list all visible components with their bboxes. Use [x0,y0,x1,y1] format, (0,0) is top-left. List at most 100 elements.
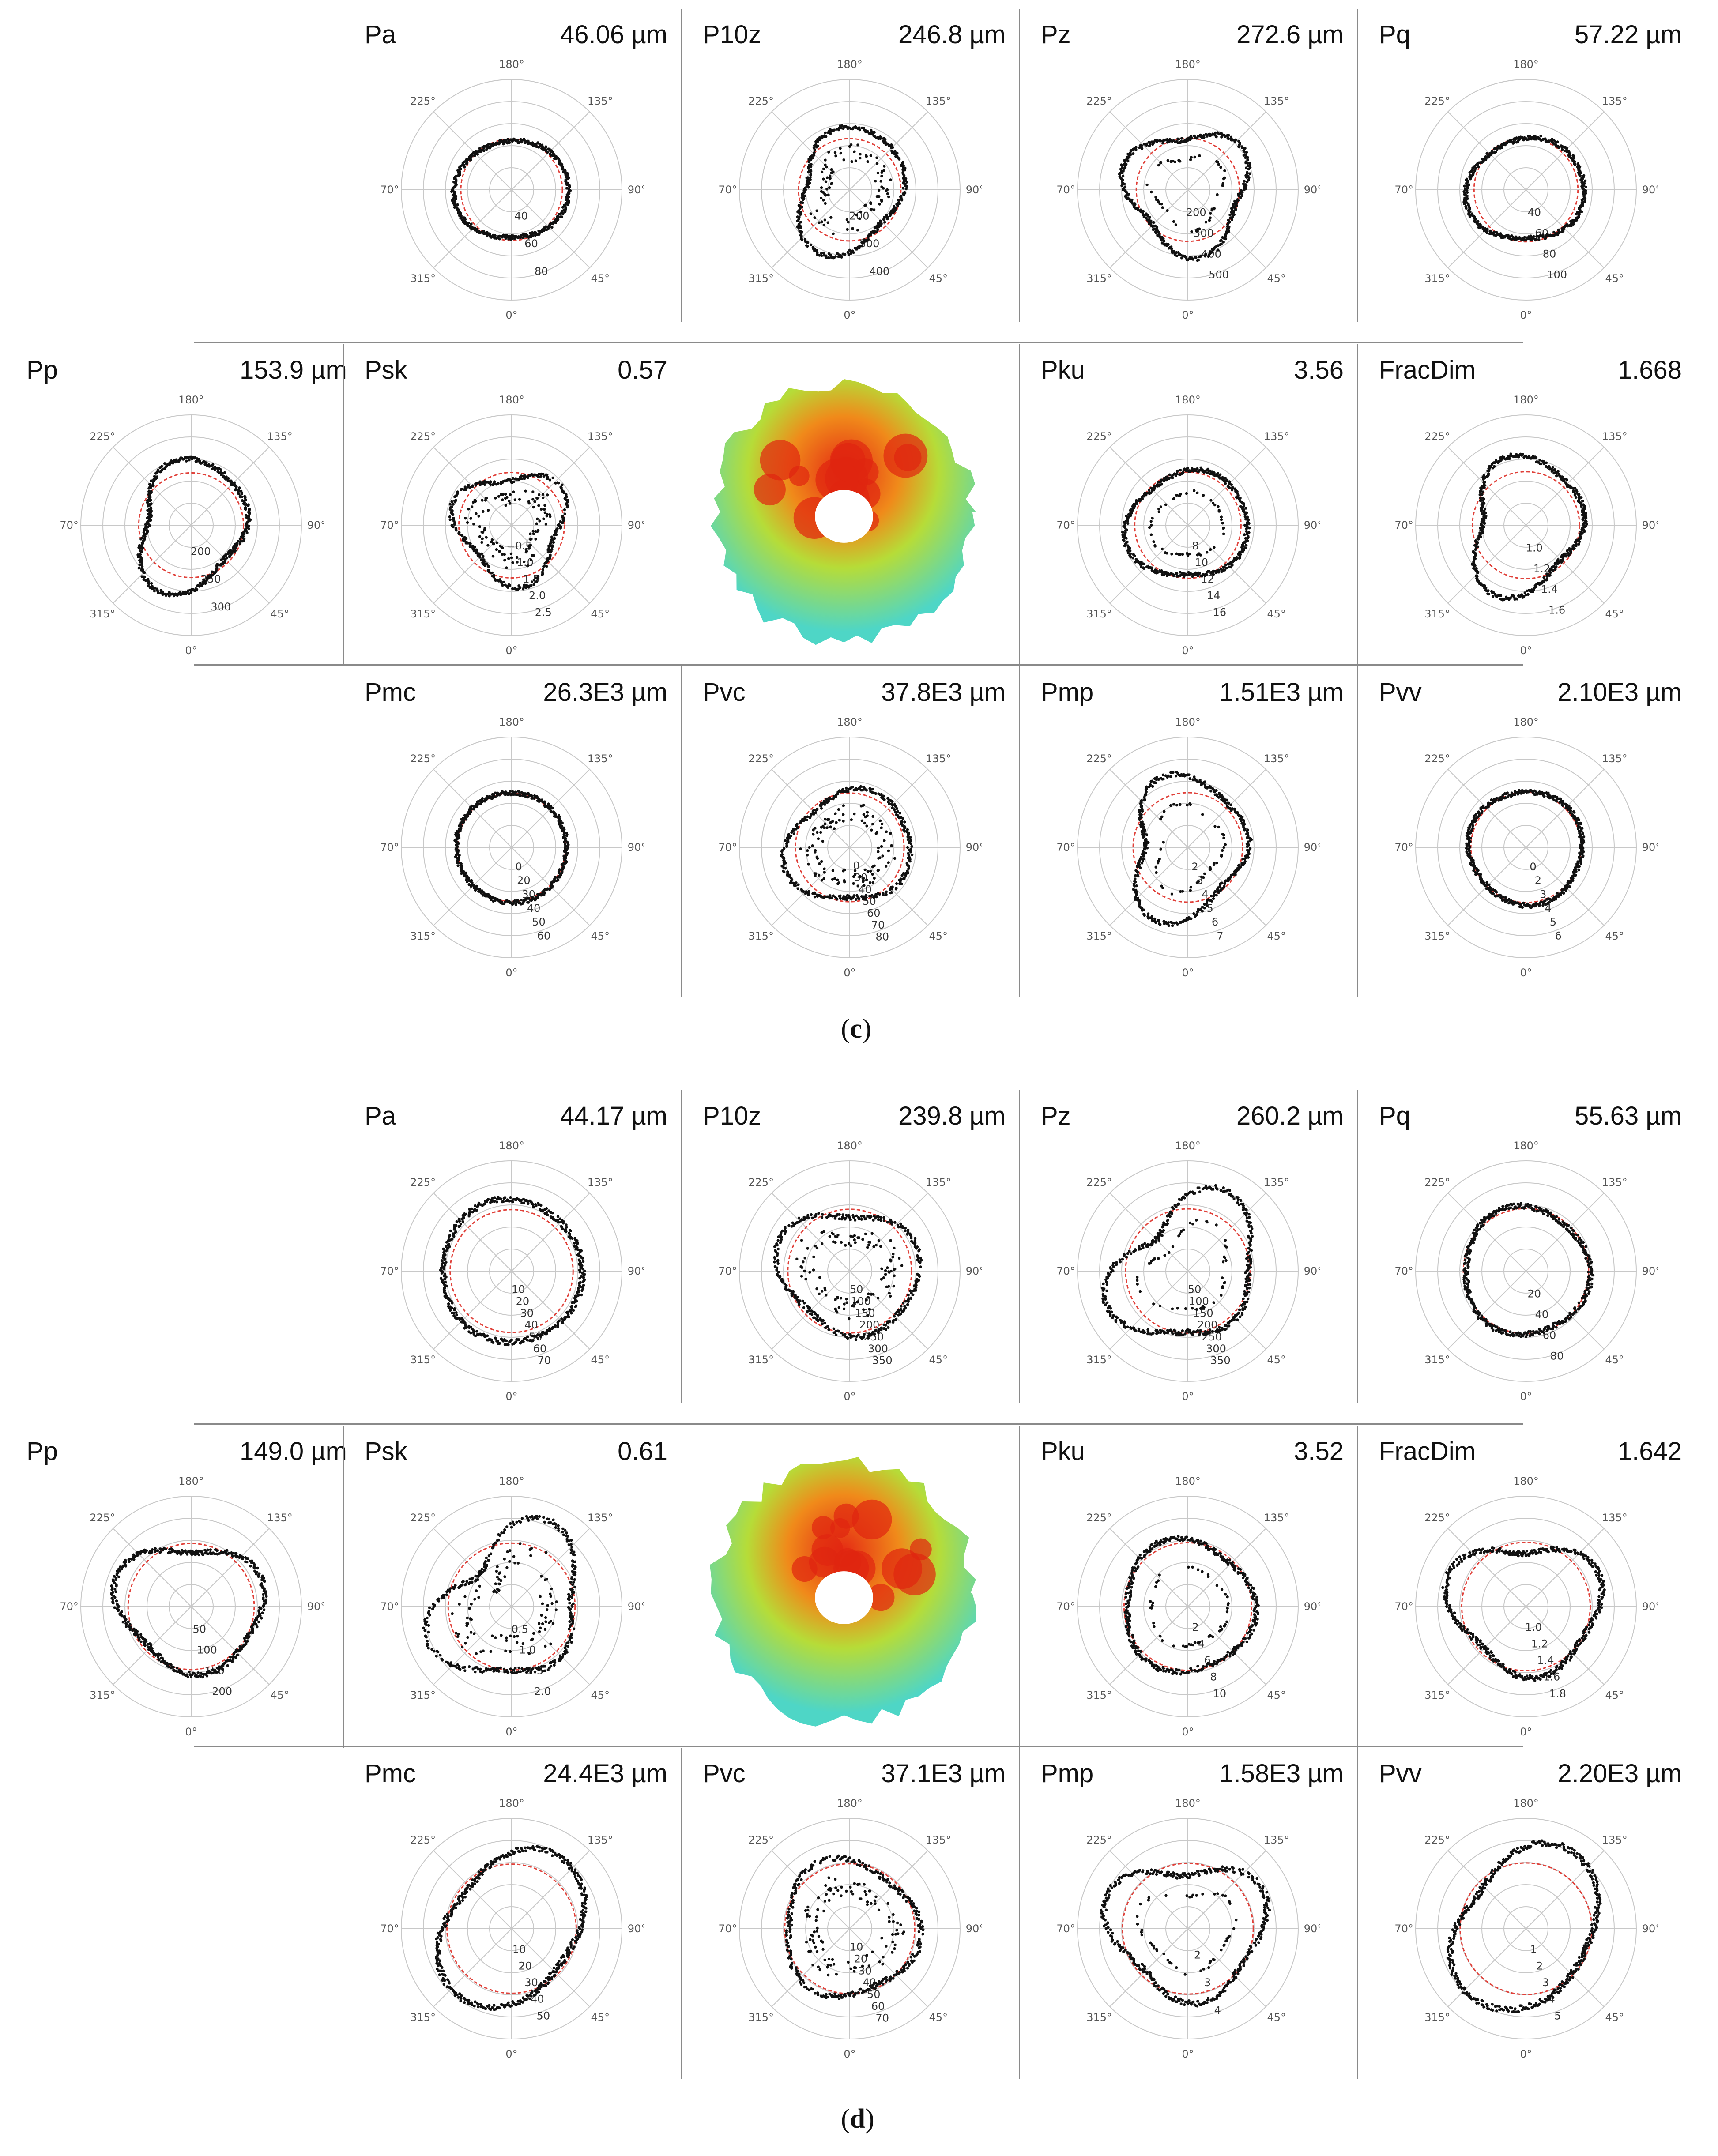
profile-point [1166,571,1169,574]
reference-circle [460,138,563,241]
profile-point [783,847,786,850]
profile-point [182,592,185,595]
radial-tick-label: 2 [1191,861,1198,873]
polar-plot-pvc: 180°135°90°45°0°315°270°225°030405060708… [717,716,982,979]
grid-spoke [849,111,928,190]
profile-point [453,206,456,209]
profile-point [1219,166,1222,169]
profile-point [822,800,825,803]
grid-spoke [1187,111,1266,190]
profile-point [1477,538,1480,541]
profile-point [1242,182,1245,185]
profile-point [1180,256,1183,260]
profile-point [862,880,865,883]
angle-label: 225° [1086,430,1112,443]
profile-point [1215,160,1218,163]
profile-point [812,833,815,836]
profile-point [1203,783,1207,786]
profile-point [1184,256,1187,259]
profile-point [807,186,810,189]
profile-point [880,826,883,829]
profile-point [909,836,912,839]
profile-point [806,849,809,852]
profile-point [502,580,505,584]
profile-point [1226,805,1229,808]
profile-point [498,578,501,581]
profile-point [1200,783,1203,786]
profile-point [509,793,512,797]
profile-point [1479,535,1482,538]
profile-point [1530,238,1533,241]
profile-point [887,861,890,864]
profile-point [1204,786,1207,789]
profile-point [450,190,453,193]
grid-spoke [849,847,928,926]
metric-name-pp: Pp [26,356,58,384]
profile-point [1154,865,1157,869]
profile-point [1228,480,1231,483]
profile-point [829,177,832,180]
radial-tick-label: 200 [191,546,211,558]
profile-point [499,482,502,485]
profile-point [471,500,475,504]
profile-point [1576,493,1579,496]
angle-label: 315° [1086,272,1112,285]
profile-point [524,548,528,551]
profile-point [784,867,787,870]
profile-point [813,896,817,899]
profile-point [483,529,486,532]
profile-point [1145,183,1149,187]
profile-point [1577,542,1580,546]
profile-point [1233,199,1236,203]
profile-point [1185,469,1188,472]
profile-point [247,503,250,506]
profile-point [512,490,515,493]
profile-point [1176,137,1179,140]
profile-point [856,884,859,888]
profile-point [476,554,480,557]
profile-point [816,251,819,254]
profile-point [1221,522,1224,525]
profile-point [1481,531,1484,534]
profile-point [829,174,832,177]
profile-point [553,537,556,540]
profile-point [178,591,181,594]
profile-point [511,790,514,793]
profile-point [1138,499,1141,502]
profile-point [1484,586,1488,590]
profile-point [830,168,833,171]
profile-point [1135,884,1138,888]
profile-point [824,194,827,197]
angle-label: 315° [748,930,774,942]
profile-point [1549,138,1552,142]
profile-point [1132,888,1135,891]
profile-point [1523,591,1526,594]
profile-point [234,549,237,552]
profile-trace [1462,135,1587,242]
profile-point [1466,186,1469,190]
profile-point [1142,798,1145,802]
profile-point [902,872,905,875]
profile-point [814,872,818,875]
profile-point [878,892,881,896]
radial-tick-label: 5 [1207,902,1213,914]
grid-spoke [771,847,850,926]
profile-point [1239,865,1242,869]
profile-point [527,142,530,145]
profile-point [809,243,813,247]
profile-point [1180,137,1183,140]
profile-point [1204,252,1207,256]
radial-tick-label: 0 [1530,861,1536,873]
grid-spoke [191,525,270,604]
grid-spoke [1447,447,1526,526]
profile-point [529,543,532,547]
profile-point [1186,803,1189,807]
profile-point [502,143,505,146]
profile-point [538,493,541,497]
profile-point [452,525,455,529]
profile-point [887,849,890,853]
profile-point [1147,912,1150,915]
profile-point [1582,529,1586,532]
angle-label: 45° [929,272,948,285]
profile-point [1244,160,1247,163]
